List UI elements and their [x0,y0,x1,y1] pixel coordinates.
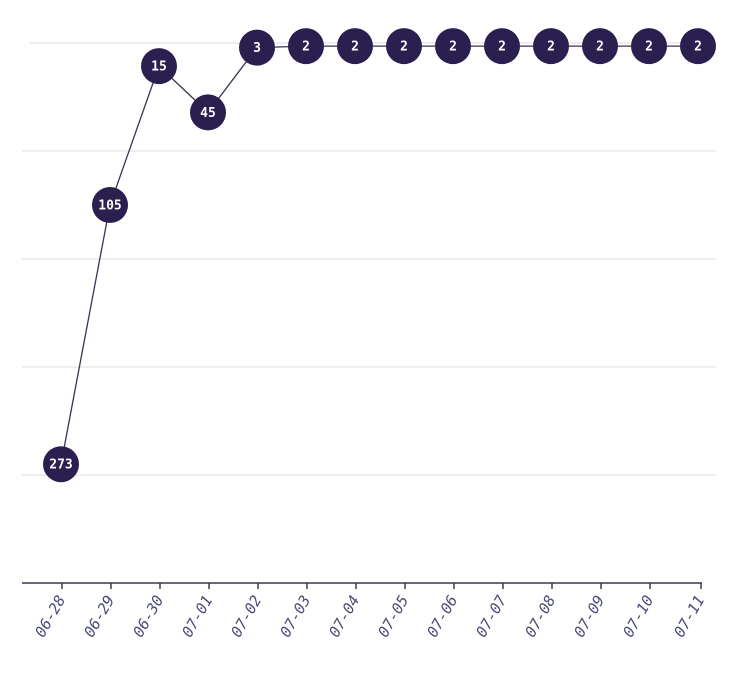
data-point-07-03: 2 [288,28,324,65]
data-label: 15 [151,60,167,75]
x-tick-label-07-03: 07-03 [276,592,314,640]
data-point-07-01: 45 [190,94,226,131]
data-point-07-02: 3 [239,29,275,66]
data-point-marker [484,28,520,65]
data-label: 2 [645,40,653,55]
data-point-marker [582,28,618,65]
x-tick-label-07-06: 07-06 [423,592,461,640]
data-label: 45 [200,106,216,121]
data-label: 2 [596,40,604,55]
data-point-marker [239,29,275,66]
data-point-marker [533,28,569,65]
data-label: 2 [449,40,457,55]
series-line-0 [60,45,698,465]
data-point-marker [337,28,373,65]
x-axis [22,582,702,589]
data-point-marker [92,187,128,223]
series-lines [60,45,698,465]
data-point-07-04: 2 [337,28,373,65]
grid-lines [22,42,716,476]
data-label: 2 [498,40,506,55]
data-label: 2 [351,40,359,55]
data-label: 2 [694,40,702,55]
data-label: 2 [400,40,408,55]
data-point-marker [141,48,177,85]
data-point-marker [288,28,324,65]
x-tick-label-06-29: 06-29 [80,592,118,640]
data-point-07-11: 2 [680,28,716,65]
x-tick-label-07-09: 07-09 [570,592,608,640]
data-point-06-28: 273 [43,446,79,483]
data-label: 105 [98,199,121,214]
data-point-07-10: 2 [631,28,667,65]
x-tick-label-07-08: 07-08 [521,592,559,640]
x-tick-label-07-04: 07-04 [325,592,363,640]
data-label: 3 [253,41,261,56]
x-tick-label-07-07: 07-07 [472,592,510,640]
data-point-06-30: 15 [141,48,177,85]
data-point-marker [386,28,422,65]
data-label: 2 [302,40,310,55]
x-tick-labels: 06-28 06-29 06-30 07-01 07-02 07-03 07-04 07-05… [31,592,708,640]
data-point-marker [680,28,716,65]
x-tick-label-07-02: 07-02 [227,592,265,640]
data-point-07-07: 2 [484,28,520,65]
data-label: 273 [49,458,72,473]
data-point-07-06: 2 [435,28,471,65]
x-tick-label-07-11: 07-11 [670,592,708,640]
x-tick-label-07-01: 07-01 [178,592,216,640]
data-point-07-09: 2 [582,28,618,65]
data-points: 273 105 15 45 3 2 2 2 2 2 2 2 2 2 [43,28,716,483]
data-point-07-05: 2 [386,28,422,65]
x-tick-label-06-30: 06-30 [129,592,167,640]
x-tick-label-06-28: 06-28 [31,592,69,640]
x-tick-label-07-10: 07-10 [619,592,657,640]
data-label: 2 [547,40,555,55]
data-point-marker [631,28,667,65]
data-point-07-08: 2 [533,28,569,65]
data-point-marker [43,446,79,483]
data-point-06-29: 105 [92,187,128,223]
x-tick-label-07-05: 07-05 [374,592,412,640]
data-point-marker [190,94,226,131]
data-point-marker [435,28,471,65]
